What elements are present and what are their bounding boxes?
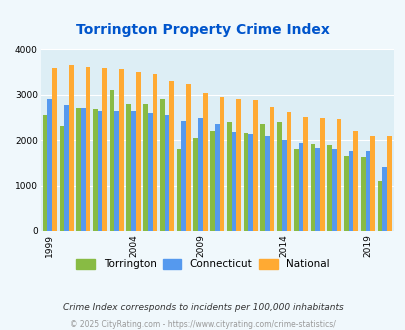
Bar bbox=[176, 149, 181, 231]
Bar bbox=[248, 134, 252, 231]
Bar bbox=[331, 149, 336, 231]
Bar bbox=[160, 98, 164, 231]
Bar bbox=[76, 109, 81, 231]
Bar bbox=[231, 132, 236, 231]
Bar bbox=[102, 68, 107, 231]
Bar bbox=[147, 113, 152, 231]
Bar bbox=[382, 167, 386, 231]
Bar bbox=[143, 104, 147, 231]
Bar bbox=[298, 143, 303, 231]
Bar bbox=[336, 119, 341, 231]
Bar bbox=[60, 126, 64, 231]
Bar bbox=[277, 122, 281, 231]
Bar bbox=[69, 65, 73, 231]
Bar bbox=[252, 100, 257, 231]
Bar bbox=[364, 151, 369, 231]
Bar bbox=[260, 124, 264, 231]
Bar bbox=[310, 144, 315, 231]
Bar bbox=[93, 109, 98, 231]
Bar bbox=[343, 156, 348, 231]
Bar bbox=[181, 121, 185, 231]
Bar bbox=[198, 117, 202, 231]
Bar bbox=[52, 68, 57, 231]
Bar bbox=[226, 122, 231, 231]
Bar bbox=[85, 67, 90, 231]
Legend: Torrington, Connecticut, National: Torrington, Connecticut, National bbox=[72, 255, 333, 274]
Bar bbox=[360, 157, 364, 231]
Bar bbox=[131, 111, 136, 231]
Bar bbox=[377, 181, 382, 231]
Bar bbox=[98, 111, 102, 231]
Bar bbox=[293, 149, 298, 231]
Bar bbox=[109, 90, 114, 231]
Bar bbox=[243, 133, 248, 231]
Bar bbox=[126, 104, 131, 231]
Bar bbox=[315, 148, 319, 231]
Text: Crime Index corresponds to incidents per 100,000 inhabitants: Crime Index corresponds to incidents per… bbox=[62, 303, 343, 312]
Text: © 2025 CityRating.com - https://www.cityrating.com/crime-statistics/: © 2025 CityRating.com - https://www.city… bbox=[70, 319, 335, 329]
Bar bbox=[269, 107, 274, 231]
Bar bbox=[152, 75, 157, 231]
Bar bbox=[386, 136, 391, 231]
Bar bbox=[64, 105, 69, 231]
Bar bbox=[369, 136, 374, 231]
Bar bbox=[319, 118, 324, 231]
Bar bbox=[169, 81, 174, 231]
Bar bbox=[286, 112, 290, 231]
Bar bbox=[236, 99, 241, 231]
Bar bbox=[136, 72, 140, 231]
Bar bbox=[81, 109, 85, 231]
Bar bbox=[164, 115, 169, 231]
Bar bbox=[219, 97, 224, 231]
Text: Torrington Property Crime Index: Torrington Property Crime Index bbox=[76, 23, 329, 37]
Bar bbox=[47, 99, 52, 231]
Bar bbox=[193, 138, 198, 231]
Bar bbox=[214, 124, 219, 231]
Bar bbox=[348, 151, 353, 231]
Bar bbox=[210, 131, 214, 231]
Bar bbox=[114, 111, 119, 231]
Bar bbox=[185, 83, 190, 231]
Bar bbox=[43, 115, 47, 231]
Bar bbox=[119, 69, 124, 231]
Bar bbox=[326, 145, 331, 231]
Bar bbox=[303, 117, 307, 231]
Bar bbox=[202, 93, 207, 231]
Bar bbox=[264, 136, 269, 231]
Bar bbox=[353, 131, 357, 231]
Bar bbox=[281, 140, 286, 231]
